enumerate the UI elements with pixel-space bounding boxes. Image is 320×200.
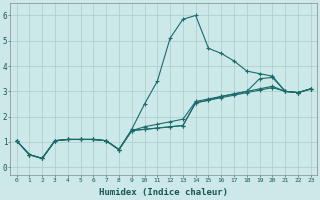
X-axis label: Humidex (Indice chaleur): Humidex (Indice chaleur) [99, 188, 228, 197]
